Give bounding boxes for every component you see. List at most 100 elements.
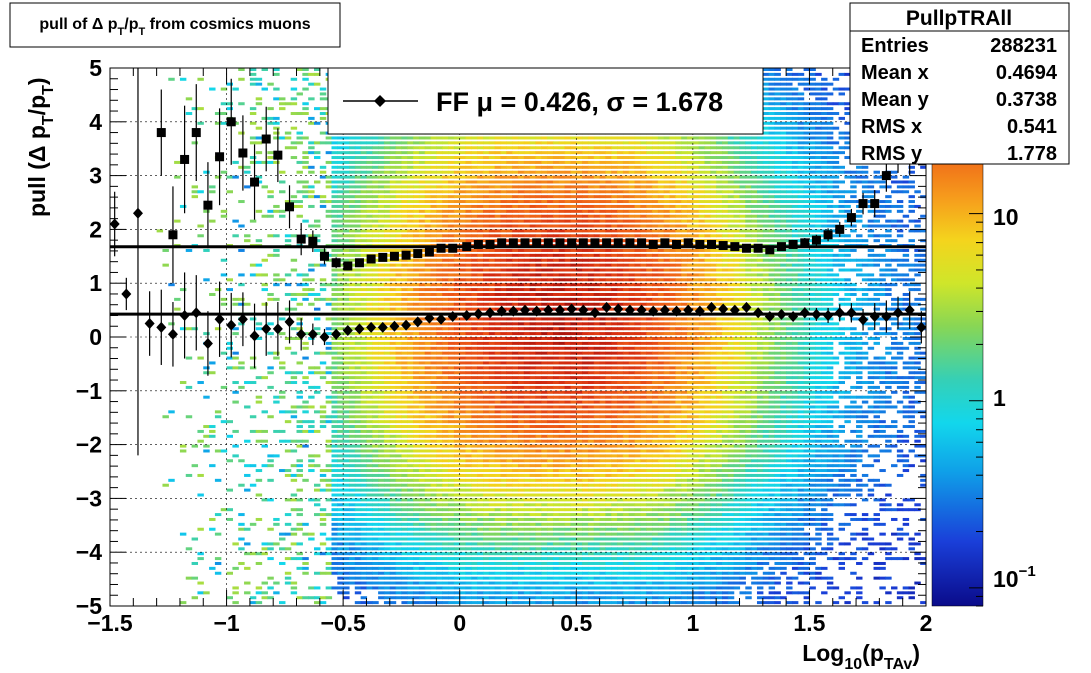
heatmap-cell: [279, 532, 286, 536]
heatmap-cell: [389, 141, 397, 145]
heatmap-cell: [500, 180, 507, 184]
heatmap-cell: [483, 508, 490, 512]
heatmap-cell: [547, 547, 554, 551]
heatmap-cell: [366, 425, 373, 429]
heatmap-cell: [378, 332, 385, 336]
heatmap-cell: [448, 532, 455, 536]
heatmap-cell: [523, 209, 531, 213]
heatmap-cell: [238, 459, 245, 463]
heatmap-cell: [448, 175, 455, 179]
heatmap-cell: [459, 405, 467, 409]
heatmap-cell: [512, 160, 519, 164]
heatmap-cell: [378, 341, 385, 345]
heatmap-cell: [407, 571, 414, 575]
heatmap-cell: [529, 351, 537, 355]
heatmap-cell: [512, 195, 519, 199]
heatmap-cell: [366, 415, 373, 419]
heatmap-cell: [523, 581, 531, 585]
heatmap-cell: [296, 596, 303, 600]
heatmap-cell: [512, 283, 519, 287]
heatmap-cell: [529, 180, 537, 184]
heatmap-cell: [418, 410, 426, 414]
heatmap-cell: [424, 224, 432, 228]
heatmap-cell: [401, 429, 408, 433]
heatmap-cell: [552, 297, 560, 301]
heatmap-cell: [442, 527, 449, 531]
heatmap-cell: [418, 381, 426, 385]
heatmap-cell: [238, 273, 245, 277]
heatmap-cell: [267, 151, 274, 155]
heatmap-cell: [337, 439, 344, 443]
heatmap-cell: [494, 459, 502, 463]
heatmap-cell: [418, 371, 426, 375]
heatmap-cell: [360, 234, 368, 238]
heatmap-cell: [436, 136, 443, 140]
heatmap-cell: [366, 297, 373, 301]
heatmap-cell: [331, 400, 338, 404]
heatmap-cell: [203, 278, 210, 282]
heatmap-cell: [465, 527, 472, 531]
heatmap-cell: [465, 278, 472, 282]
heatmap-cell: [453, 385, 461, 389]
heatmap-cell: [535, 258, 542, 262]
heatmap-cell: [442, 473, 449, 477]
heatmap-cell: [477, 537, 484, 541]
heatmap-cell: [273, 121, 280, 125]
heatmap-cell: [249, 464, 257, 468]
heatmap-cell: [261, 376, 268, 380]
heatmap-cell: [389, 136, 397, 140]
heatmap-cell: [459, 469, 467, 473]
heatmap-cell: [389, 557, 397, 561]
heatmap-cell: [418, 527, 426, 531]
heatmap-cell: [494, 576, 502, 580]
heatmap-cell: [529, 395, 537, 399]
heatmap-cell: [226, 102, 233, 106]
heatmap-cell: [401, 204, 408, 208]
heatmap-cell: [389, 366, 397, 370]
heatmap-cell: [383, 571, 391, 575]
heatmap-cell: [512, 356, 519, 360]
heatmap-cell: [244, 234, 251, 238]
heatmap-cell: [465, 288, 472, 292]
heatmap-cell: [314, 263, 321, 267]
heatmap-cell: [413, 356, 420, 360]
heatmap-cell: [523, 571, 531, 575]
heatmap-cell: [354, 278, 362, 282]
heatmap-cell: [185, 473, 193, 477]
heatmap-cell: [529, 557, 537, 561]
heatmap-cell: [249, 601, 257, 605]
heatmap-cell: [506, 449, 513, 453]
heatmap-cell: [430, 302, 437, 306]
heatmap-cell: [529, 253, 537, 257]
heatmap-cell: [529, 542, 537, 546]
heatmap-cell: [547, 156, 554, 160]
heatmap-cell: [413, 434, 420, 438]
heatmap-cell: [372, 508, 379, 512]
heatmap-cell: [290, 532, 298, 536]
heatmap-cell: [436, 513, 443, 517]
heatmap-cell: [378, 146, 385, 150]
heatmap-cell: [547, 493, 554, 497]
heatmap-cell: [541, 464, 548, 468]
heatmap-cell: [494, 278, 502, 282]
heatmap-cell: [343, 180, 350, 184]
heatmap-cell: [401, 576, 408, 580]
heatmap-cell: [383, 351, 391, 355]
heatmap-cell: [477, 586, 484, 590]
heatmap-cell: [494, 151, 502, 155]
heatmap-cell: [267, 576, 274, 580]
heatmap-cell: [209, 361, 216, 365]
heatmap-cell: [465, 165, 472, 169]
heatmap-cell: [383, 268, 391, 272]
heatmap-cell: [395, 337, 403, 340]
heatmap-cell: [518, 219, 525, 223]
heatmap-cell: [436, 542, 443, 546]
heatmap-cell: [442, 415, 449, 419]
heatmap-cell: [488, 136, 496, 140]
heatmap-cell: [360, 395, 368, 399]
heatmap-cell: [372, 547, 379, 551]
heatmap-cell: [395, 473, 403, 477]
heatmap-cell: [418, 400, 426, 404]
heatmap-cell: [494, 513, 502, 517]
heatmap-cell: [331, 283, 338, 287]
